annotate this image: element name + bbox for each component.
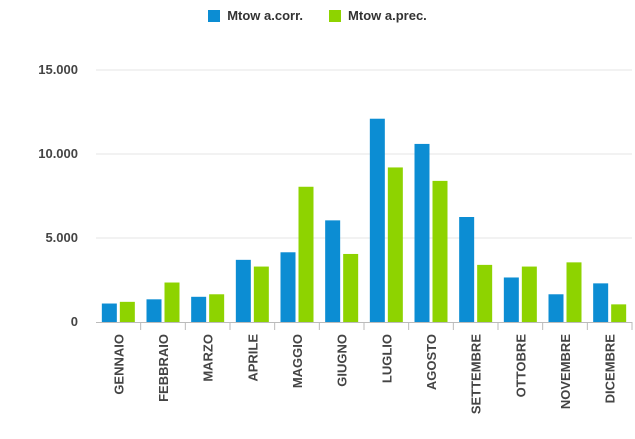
x-tick-label: AGOSTO — [424, 334, 439, 390]
legend: Mtow a.corr. Mtow a.prec. — [0, 8, 635, 23]
y-tick-label: 15.000 — [38, 62, 78, 77]
bar-series-2 — [477, 264, 493, 322]
bar-series-2 — [253, 266, 269, 322]
x-tick-label: SETTEMBRE — [469, 334, 484, 415]
y-tick-label: 10.000 — [38, 146, 78, 161]
legend-item-series-1[interactable]: Mtow a.corr. — [208, 8, 303, 23]
bar-series-2 — [209, 294, 225, 322]
y-tick-label: 5.000 — [45, 230, 78, 245]
bar-series-1 — [191, 296, 207, 322]
x-tick-label: MAGGIO — [290, 334, 305, 388]
legend-label-series-1: Mtow a.corr. — [227, 8, 304, 23]
x-tick-label: MARZO — [201, 334, 216, 382]
legend-item-series-2[interactable]: Mtow a.prec. — [329, 8, 427, 23]
bar-series-1 — [325, 220, 341, 322]
y-tick-label: 0 — [71, 314, 78, 329]
x-tick-label: FEBBRAIO — [156, 334, 171, 402]
bar-series-2 — [521, 266, 537, 322]
bar-series-2 — [566, 262, 582, 322]
x-tick-label: NOVEMBRE — [558, 334, 573, 409]
bar-series-1 — [146, 299, 162, 322]
x-tick-label: DICEMBRE — [603, 334, 618, 404]
bar-series-2 — [343, 253, 359, 322]
x-tick-label: GENNAIO — [111, 334, 126, 395]
legend-label-series-2: Mtow a.prec. — [348, 8, 427, 23]
bar-series-2 — [119, 301, 135, 322]
bar-series-2 — [387, 167, 403, 322]
x-tick-label: LUGLIO — [379, 334, 394, 383]
x-tick-label: APRILE — [245, 334, 260, 382]
bar-series-1 — [235, 259, 251, 322]
bar-series-1 — [101, 303, 117, 322]
legend-swatch-series-1 — [208, 9, 221, 22]
bar-series-1 — [593, 283, 609, 322]
bar-series-2 — [298, 186, 314, 322]
bar-series-1 — [369, 118, 385, 322]
x-tick-label: GIUGNO — [335, 334, 350, 387]
x-tick-label: OTTOBRE — [513, 334, 528, 398]
bar-series-2 — [164, 282, 180, 322]
bar-series-1 — [503, 277, 519, 322]
bar-series-2 — [432, 180, 448, 322]
bar-series-1 — [548, 294, 564, 322]
bar-series-2 — [611, 304, 627, 322]
legend-swatch-series-2 — [329, 9, 342, 22]
bar-series-1 — [414, 143, 430, 322]
bar-series-1 — [459, 217, 475, 322]
bar-series-1 — [280, 252, 296, 322]
